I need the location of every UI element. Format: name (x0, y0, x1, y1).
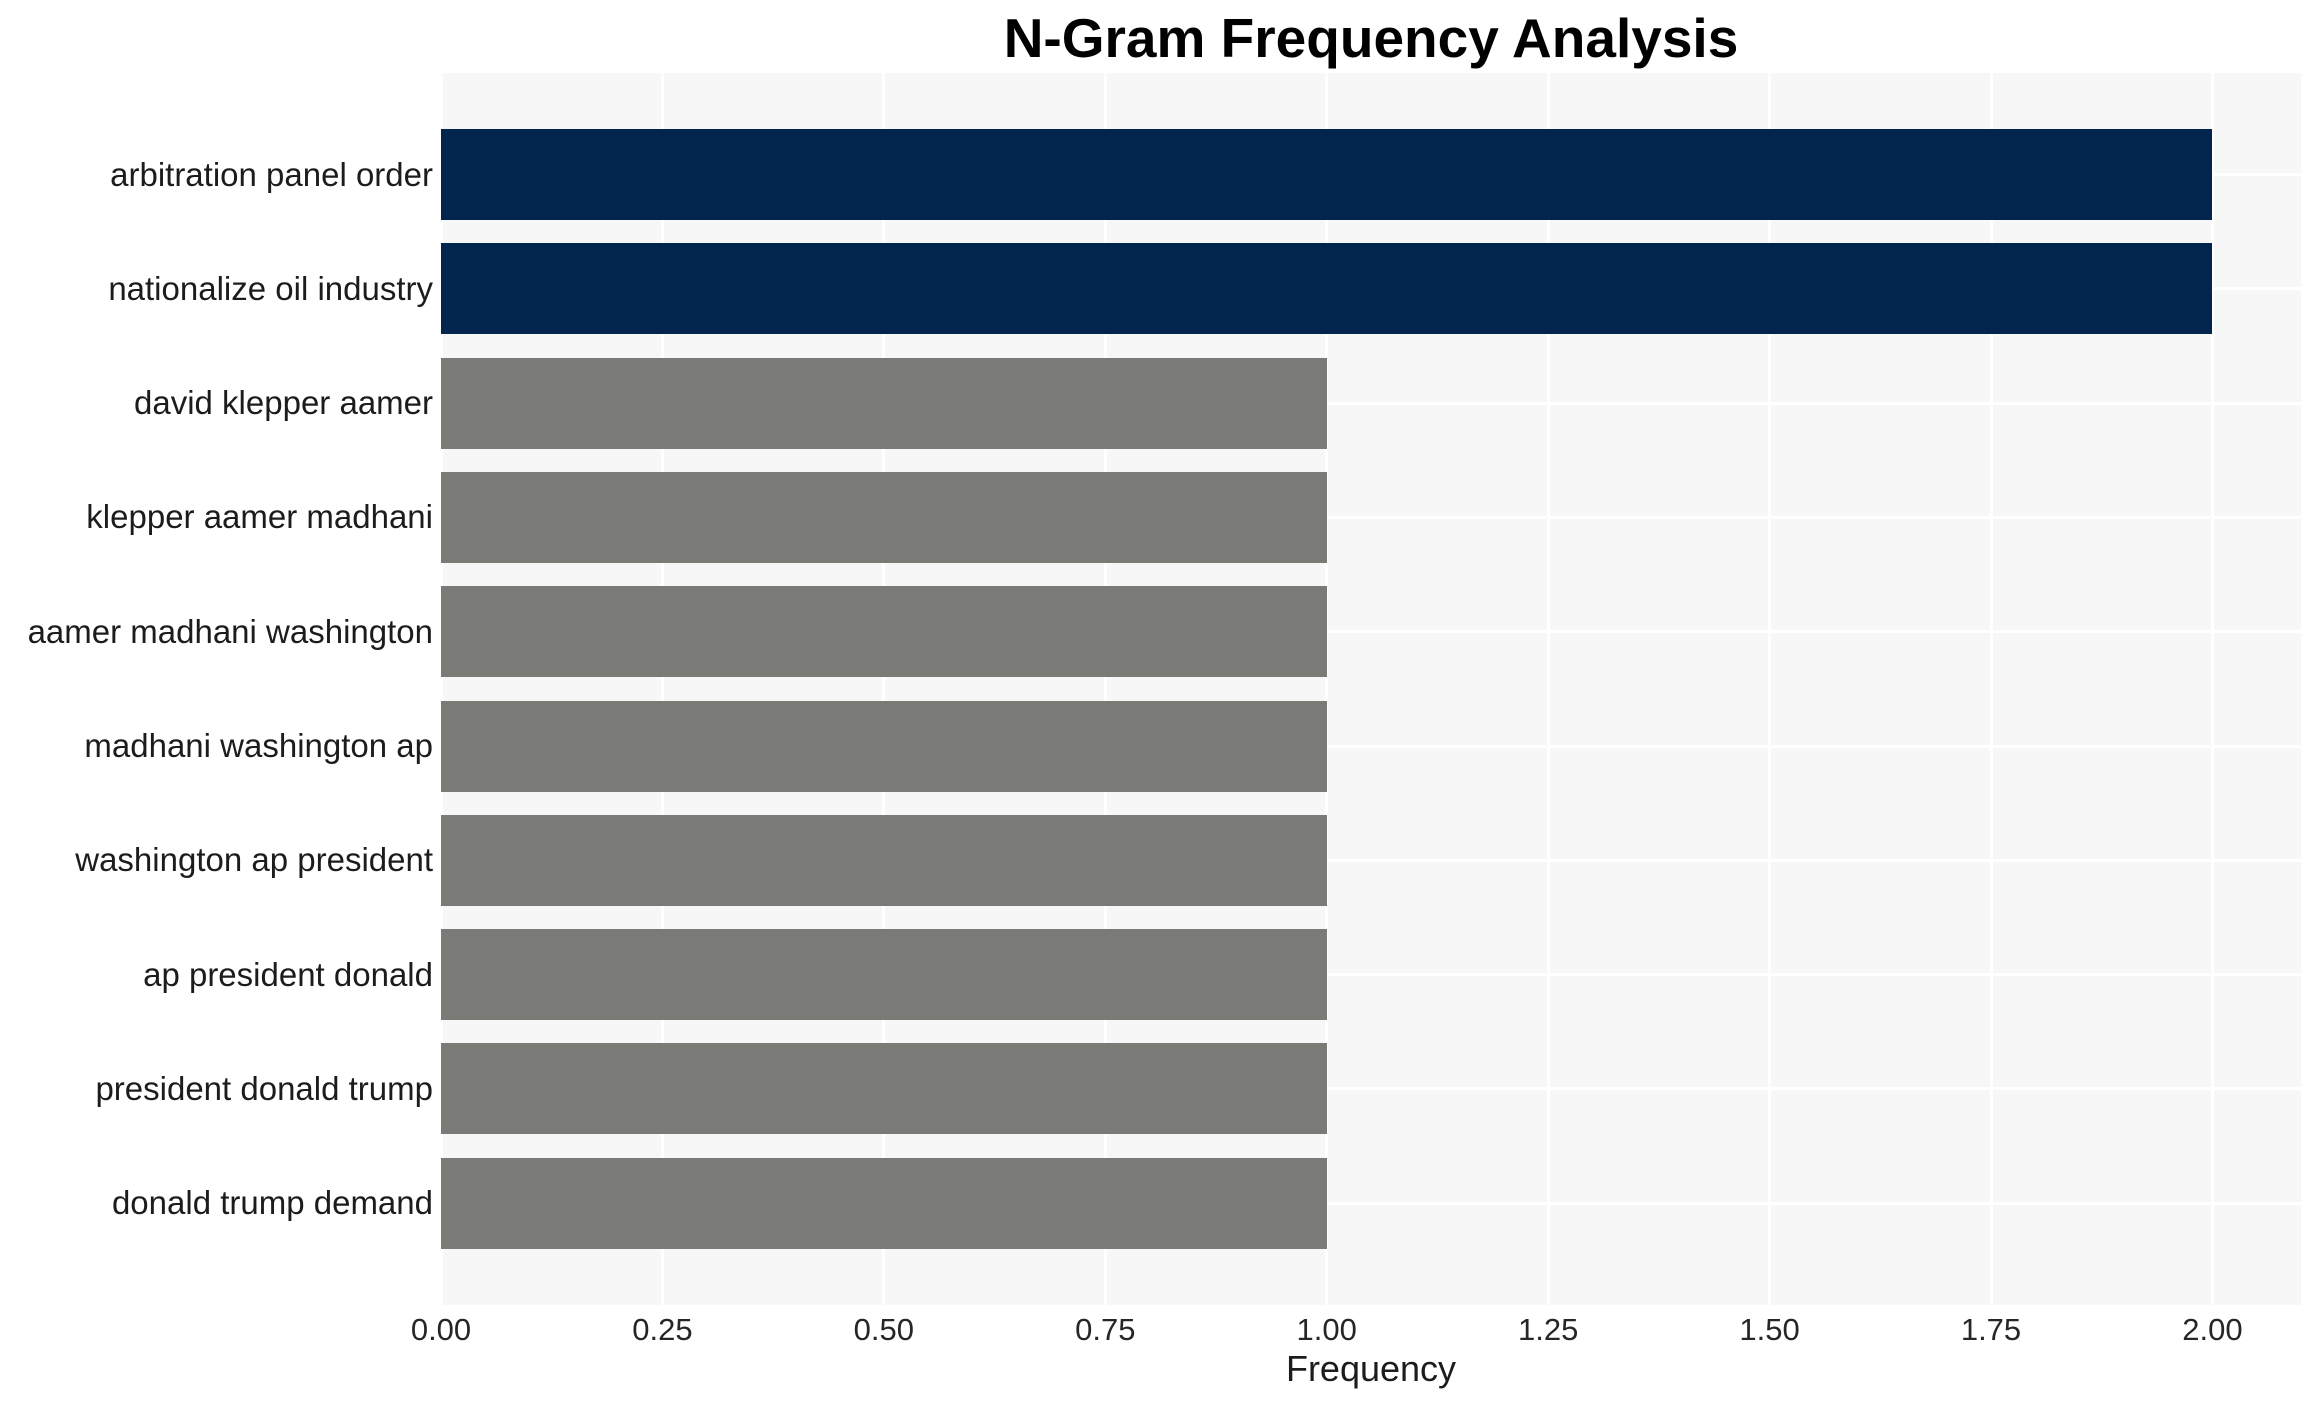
x-tick-label: 1.25 (1517, 1312, 1579, 1347)
bar (441, 243, 2213, 335)
bar (441, 357, 1327, 449)
bar (441, 1043, 1327, 1135)
x-tick-label: 1.50 (1739, 1312, 1800, 1347)
y-tick-label: donald trump demand (111, 1184, 433, 1222)
gridline-vertical (1325, 73, 1329, 1305)
bar (441, 929, 1327, 1021)
x-tick-label: 0.00 (410, 1312, 472, 1347)
gridline-vertical (1103, 73, 1107, 1305)
bar (441, 1157, 1327, 1249)
y-tick-label: washington ap president (75, 841, 433, 879)
x-tick-label: 2.00 (2182, 1312, 2243, 1347)
x-axis-label: Frequency (1285, 1348, 1457, 1389)
y-tick-label: ap president donald (143, 955, 433, 993)
bar (441, 471, 1327, 563)
gridline-horizontal (441, 515, 2301, 519)
x-tick-label: 0.25 (632, 1312, 693, 1347)
gridline-vertical (1989, 73, 1993, 1305)
gridline-horizontal (441, 1087, 2301, 1091)
gridline-horizontal (441, 630, 2301, 634)
y-tick-label: madhani washington ap (84, 727, 433, 764)
gridline-horizontal (441, 973, 2301, 977)
gridline-vertical (2210, 73, 2214, 1305)
plot-area (441, 73, 2301, 1305)
y-tick-label: aamer madhani washington (27, 612, 433, 650)
x-tick-label: 1.75 (1960, 1312, 2022, 1347)
bar (441, 129, 2213, 220)
gridline-vertical (441, 73, 443, 1305)
gridline-vertical (660, 73, 664, 1305)
gridline-horizontal (441, 401, 2301, 405)
x-tick-label: 0.50 (853, 1312, 915, 1347)
bar (441, 814, 1327, 906)
gridline-horizontal (441, 1201, 2301, 1205)
gridline-horizontal (441, 744, 2301, 748)
x-tick-label: 1.00 (1296, 1312, 1357, 1347)
y-tick-label: president donald trump (95, 1069, 433, 1107)
gridline-horizontal (441, 858, 2301, 862)
y-tick-label: nationalize oil industry (108, 269, 433, 307)
bar (441, 700, 1327, 792)
y-tick-label: klepper aamer madhani (86, 498, 433, 536)
x-tick-label: 0.75 (1075, 1312, 1136, 1347)
y-tick-label: david klepper aamer (134, 384, 433, 422)
chart-title: N-Gram Frequency Analysis (1003, 7, 1739, 69)
y-tick-label: arbitration panel order (110, 155, 433, 193)
bar (441, 586, 1327, 678)
gridline-vertical (1546, 73, 1550, 1305)
gridline-vertical (1768, 73, 1772, 1305)
gridline-vertical (882, 73, 886, 1305)
